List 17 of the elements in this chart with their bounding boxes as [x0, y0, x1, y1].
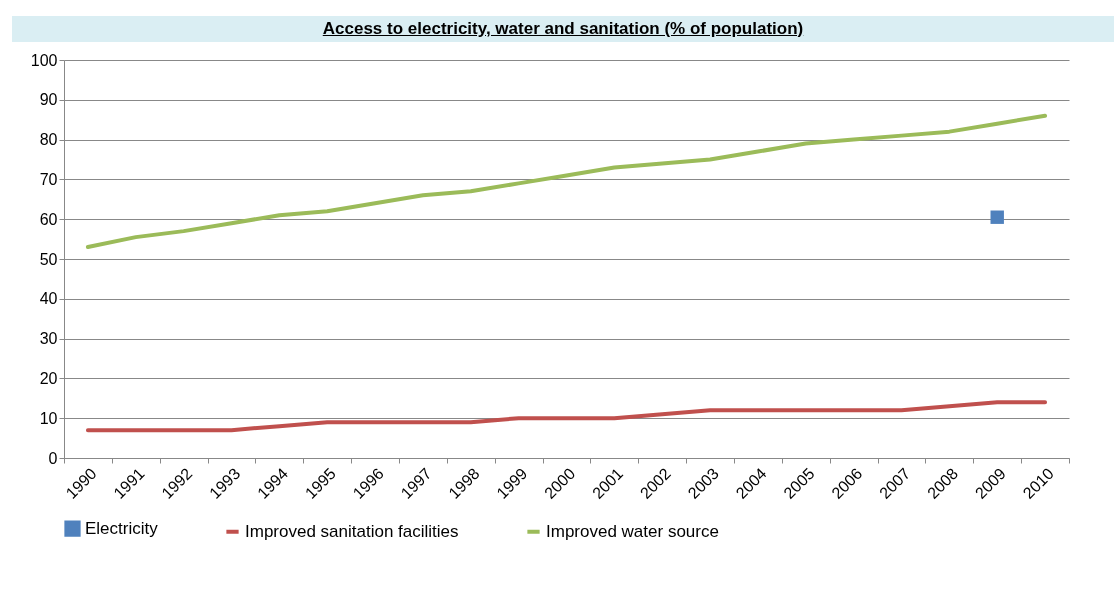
chart-title: Access to electricity, water and sanitation (% of population): [12, 16, 1114, 42]
y-tick-label: 0: [48, 449, 58, 467]
y-tick-label: 80: [39, 131, 58, 149]
legend-label: Electricity: [85, 518, 159, 538]
y-tick-label: 60: [39, 210, 58, 228]
line-series: [85, 113, 1048, 250]
y-tick-label: 100: [30, 51, 58, 69]
y-tick-label: 30: [39, 330, 58, 348]
legend-label: Improved water source: [546, 521, 719, 541]
legend-label: Improved sanitation facilities: [245, 521, 459, 541]
y-tick-label: 10: [39, 409, 58, 427]
y-tick-label: 20: [39, 369, 58, 387]
y-tick-label: 70: [39, 170, 58, 188]
line-series: [85, 400, 1048, 433]
y-tick-label: 90: [39, 91, 58, 109]
y-tick-label: 40: [39, 290, 58, 308]
y-tick-label: 50: [39, 250, 58, 268]
